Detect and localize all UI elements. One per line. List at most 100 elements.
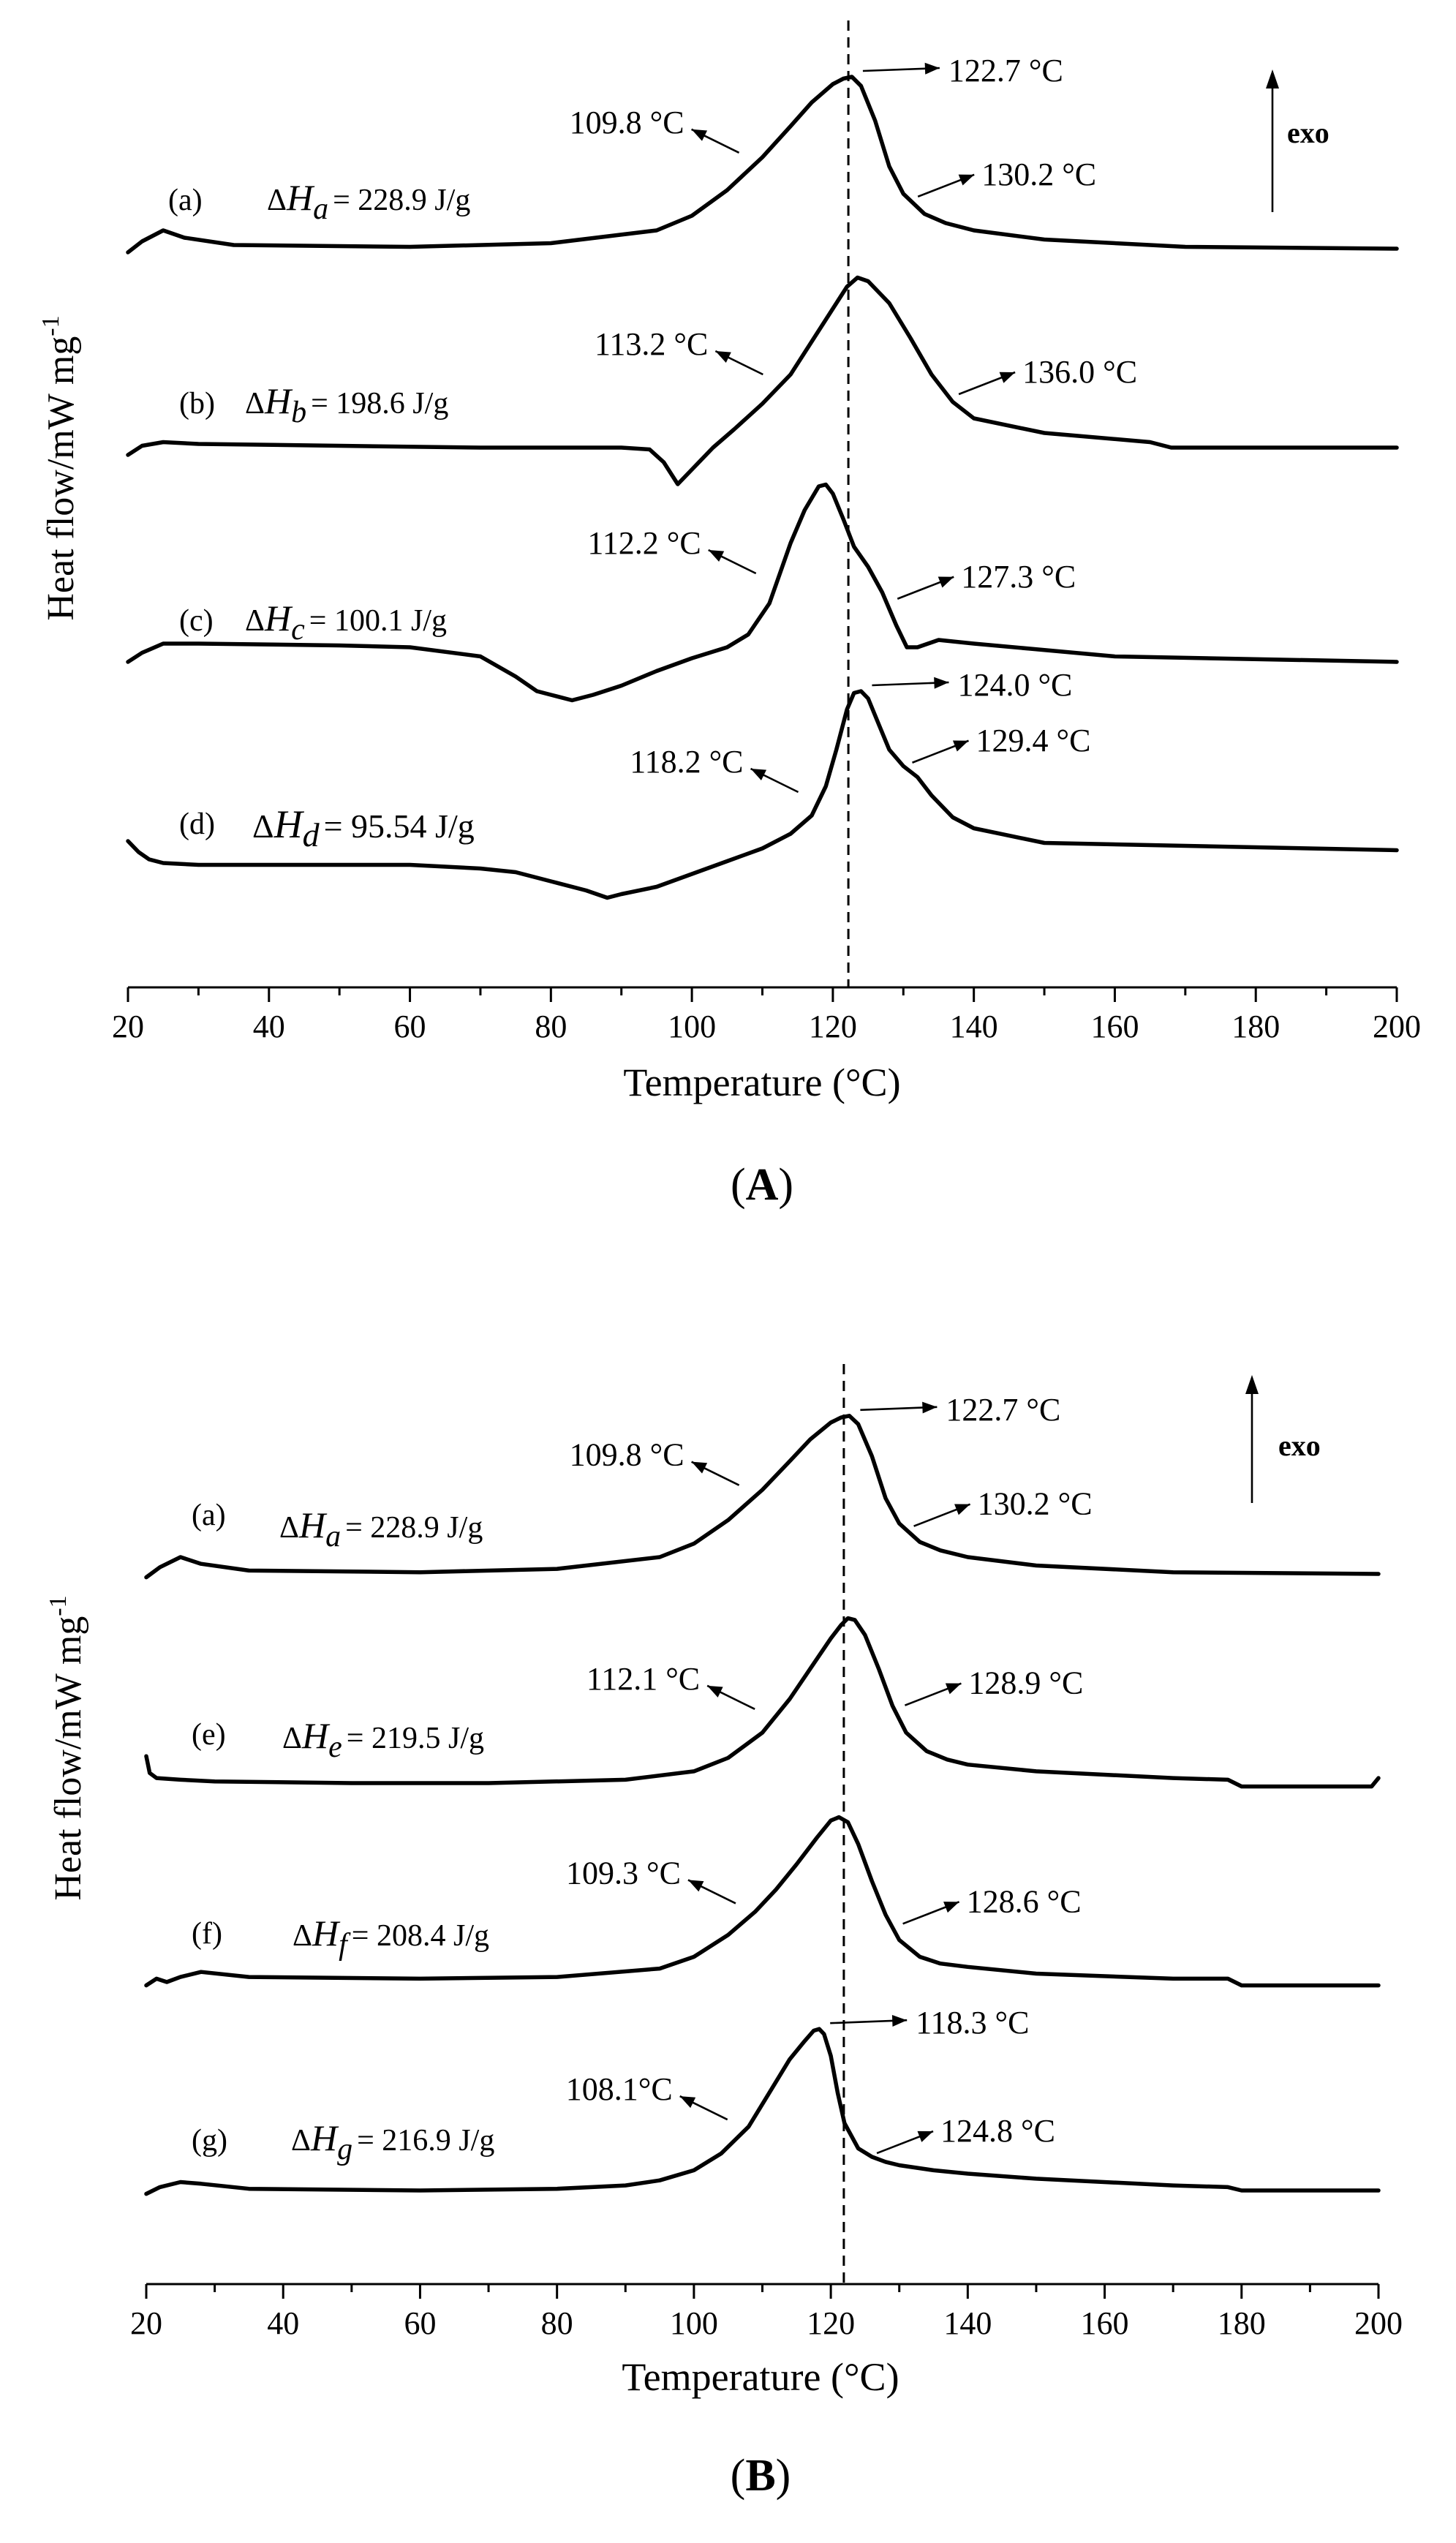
peak-temperature-label: 130.2 °C: [978, 1486, 1093, 1522]
enthalpy-h: H: [312, 1913, 341, 1954]
enthalpy-subscript: a: [313, 192, 328, 226]
annotation-arrow-head: [691, 129, 708, 141]
series-name-label: (e): [192, 1718, 226, 1752]
enthalpy-value: = 228.9 J/g: [345, 1511, 483, 1545]
enthalpy-symbol: Δ: [245, 604, 265, 638]
annotation-arrow-head: [945, 1683, 962, 1695]
series-name-label: (a): [192, 1499, 226, 1532]
enthalpy-label: ΔHa = 228.9 J/g: [279, 1504, 483, 1553]
series-curve: [126, 482, 1399, 703]
enthalpy-label: ΔHd = 95.54 J/g: [252, 802, 475, 854]
x-tick-label: 80: [535, 1009, 567, 1044]
series-name-label: (g): [192, 2124, 227, 2158]
series-name-label: (a): [168, 184, 203, 217]
enthalpy-subscript: a: [325, 1520, 341, 1553]
panel-b: Heat flow/mW mg-1 Temperature (°C) exo (…: [0, 1273, 1456, 2543]
enthalpy-h: H: [298, 1504, 328, 1545]
peak-temperature-label: 109.8 °C: [570, 105, 684, 140]
peak-temperature-label: 109.3 °C: [566, 1855, 681, 1891]
exo-arrow-head: [1266, 69, 1279, 88]
enthalpy-label: ΔHa = 228.9 J/g: [267, 177, 470, 226]
series-name-label: (b): [179, 387, 215, 421]
series-curve: [144, 1815, 1381, 1988]
series-curve: [144, 1414, 1381, 1580]
enthalpy-h: H: [286, 177, 315, 218]
x-tick-label: 140: [943, 2305, 992, 2341]
enthalpy-label: ΔHb = 198.6 J/g: [245, 380, 448, 429]
annotation-arrow-head: [922, 1401, 938, 1414]
enthalpy-subscript: g: [337, 2133, 352, 2166]
y-axis-label: Heat flow/mW mg-1: [37, 315, 82, 620]
x-tick-label: 40: [267, 2305, 299, 2341]
peak-temperature-label: 108.1°C: [566, 2071, 673, 2107]
enthalpy-value: = 100.1 J/g: [309, 604, 447, 638]
x-axis-label: Temperature (°C): [622, 2355, 899, 2399]
annotation-arrow-head: [691, 1461, 708, 1474]
enthalpy-label: ΔHc = 100.1 J/g: [245, 598, 447, 647]
x-tick-label: 200: [1373, 1009, 1421, 1044]
enthalpy-value: = 95.54 J/g: [324, 807, 475, 845]
peak-temperature-label: 128.6 °C: [967, 1883, 1082, 1919]
annotation-arrow-head: [943, 1902, 959, 1913]
x-tick-label: 40: [253, 1009, 285, 1044]
peak-temperature-label: 118.2 °C: [630, 744, 743, 780]
series-name-label: (c): [179, 604, 214, 638]
peak-temperature-label: 109.8 °C: [570, 1437, 684, 1473]
series-curve: [126, 689, 1399, 900]
annotation-arrow-head: [917, 2131, 934, 2142]
panel-label: (A): [731, 1160, 793, 1210]
chart-b: Heat flow/mW mg-1 Temperature (°C) exo (…: [45, 1364, 1403, 2501]
annotation-arrow-head: [924, 62, 940, 75]
peak-temperature-label: 122.7 °C: [946, 1392, 1060, 1428]
annotation-arrow-head: [938, 576, 954, 588]
enthalpy-symbol: Δ: [252, 807, 274, 845]
peak-temperature-label: 112.2 °C: [587, 525, 701, 561]
x-tick-label: 100: [668, 1009, 716, 1044]
annotation-arrow-head: [952, 740, 969, 752]
enthalpy-h: H: [274, 802, 305, 846]
enthalpy-value: = 198.6 J/g: [311, 387, 448, 421]
enthalpy-subscript: e: [328, 1730, 342, 1764]
annotation-arrow-head: [715, 351, 731, 363]
x-axis-label: Temperature (°C): [623, 1060, 900, 1104]
annotation-arrow-head: [934, 677, 949, 689]
panel-label-letter: A: [746, 1160, 779, 1210]
peak-temperature-label: 124.0 °C: [957, 667, 1072, 703]
enthalpy-subscript: f: [339, 1928, 351, 1962]
enthalpy-h: H: [310, 2117, 339, 2158]
enthalpy-h: H: [264, 380, 293, 421]
enthalpy-subscript: c: [291, 613, 305, 647]
series-curve: [144, 2027, 1381, 2196]
x-tick-label: 140: [950, 1009, 998, 1044]
series-curve: [144, 1616, 1381, 1789]
x-tick-label: 160: [1090, 1009, 1139, 1044]
enthalpy-symbol: Δ: [267, 184, 287, 217]
x-tick-label: 120: [807, 2305, 855, 2341]
panel-label-letter: B: [745, 2451, 775, 2501]
enthalpy-symbol: Δ: [245, 387, 265, 421]
y-axis-label-main: Heat flow/mW mg: [40, 336, 82, 621]
exo-arrow-head: [1245, 1375, 1259, 1394]
x-tick-label: 20: [112, 1009, 144, 1044]
x-tick-label: 80: [541, 2305, 573, 2341]
enthalpy-symbol: Δ: [282, 1722, 302, 1755]
y-axis-label-sup: -1: [37, 315, 64, 336]
peak-temperature-label: 112.1 °C: [586, 1661, 700, 1697]
enthalpy-value: = 219.5 J/g: [347, 1722, 484, 1755]
y-axis-label-sup: -1: [45, 1595, 72, 1616]
annotation-arrow-head: [708, 550, 725, 562]
peak-temperature-label: 130.2 °C: [981, 157, 1096, 192]
x-tick-label: 180: [1231, 1009, 1280, 1044]
enthalpy-subscript: b: [291, 396, 306, 429]
enthalpy-h: H: [264, 598, 293, 638]
x-tick-label: 180: [1218, 2305, 1266, 2341]
enthalpy-symbol: Δ: [293, 1919, 312, 1953]
peak-temperature-label: 118.3 °C: [916, 2005, 1029, 2041]
chart-a: Heat flow/mW mg-1 Temperature (°C) exo (…: [37, 20, 1421, 1210]
panel-a: Heat flow/mW mg-1 Temperature (°C) exo (…: [37, 20, 1421, 1210]
enthalpy-label: ΔHf = 208.4 J/g: [293, 1913, 489, 1962]
panel-label: (B): [731, 2451, 791, 2501]
x-tick-label: 100: [670, 2305, 718, 2341]
enthalpy-subscript: d: [303, 816, 320, 854]
enthalpy-symbol: Δ: [279, 1511, 299, 1545]
